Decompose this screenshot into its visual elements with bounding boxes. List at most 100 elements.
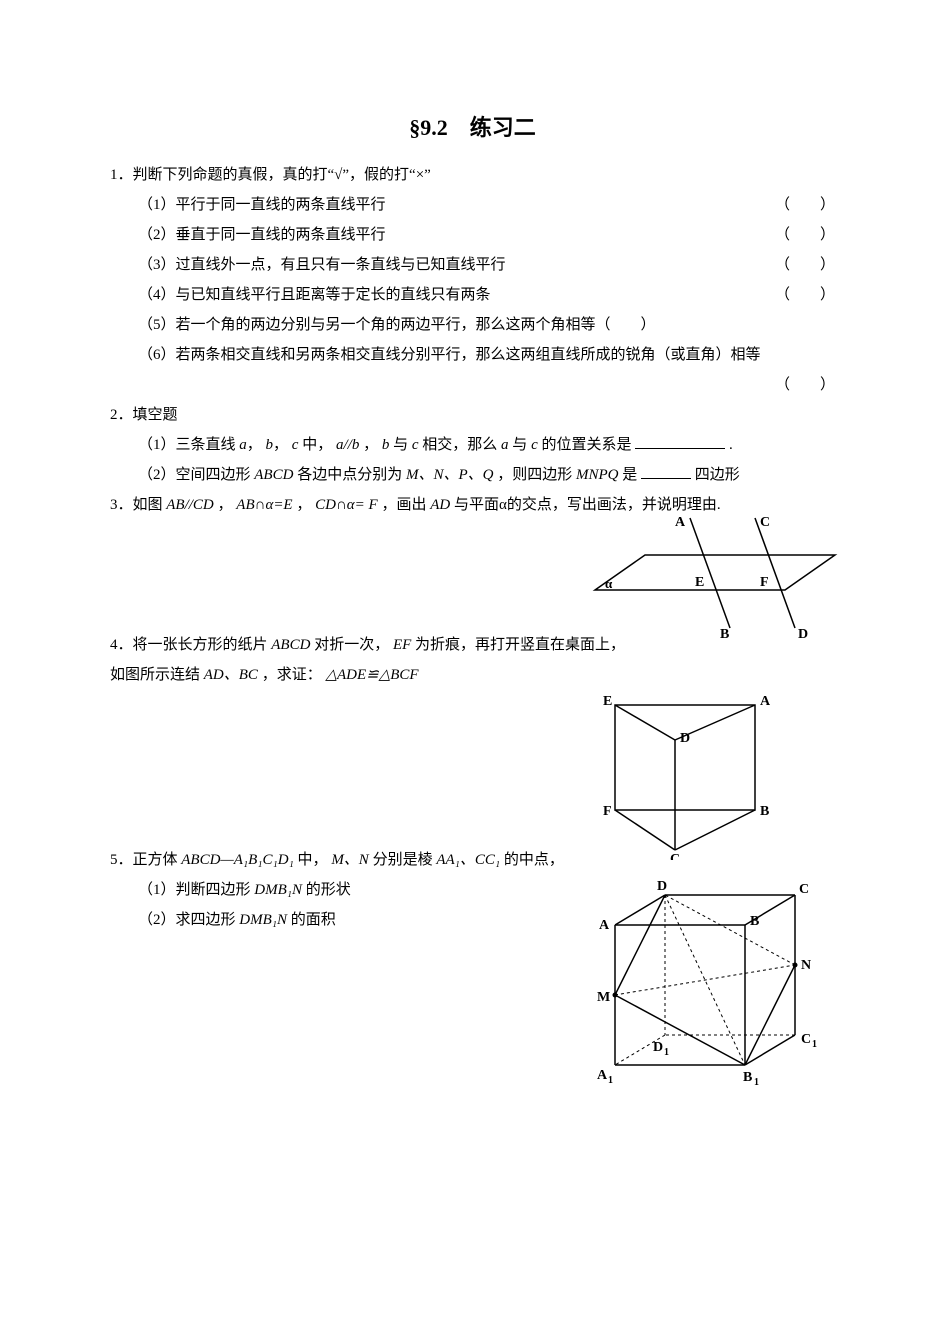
q5-stem: 5．正方体 ABCD—A₁B₁C₁D₁ 中， M、N 分别是棱 AA₁、CC₁ … xyxy=(110,845,835,875)
q1-item-4-text: （4）与已知直线平行且距离等于定长的直线只有两条 xyxy=(138,287,491,303)
label-N: N xyxy=(801,958,811,973)
ef: EF xyxy=(393,637,411,653)
text: 相交，那么 xyxy=(422,437,501,453)
label-C: C xyxy=(760,515,770,530)
q1-item-6-paren-line: 相等（ ） xyxy=(110,370,835,400)
text: 3．如图 xyxy=(110,497,166,513)
text: 4．将一张长方形的纸片 xyxy=(110,637,271,653)
text: 分别是棱 xyxy=(373,852,437,868)
q4-stem: 4．将一张长方形的纸片 ABCD 对折一次， EF 为折痕，再打开竖直在桌面上，… xyxy=(110,630,835,690)
q2-stem: 2．填空题 xyxy=(110,400,835,430)
text: ， xyxy=(363,437,378,453)
text: （1）三条直线 xyxy=(138,437,239,453)
answer-paren: （ ） xyxy=(775,370,835,400)
label-A: A xyxy=(675,515,686,530)
text: 的面积 xyxy=(291,912,336,928)
fill-blank xyxy=(641,462,691,480)
question-4: 4．将一张长方形的纸片 ABCD 对折一次， EF 为折痕，再打开竖直在桌面上，… xyxy=(110,630,835,845)
q1-stem: 1．判断下列命题的真假，真的打“√”，假的打“×” xyxy=(110,160,835,190)
label-D1-sub: 1 xyxy=(664,1047,669,1058)
text: . xyxy=(729,437,733,453)
question-2: 2．填空题 （1）三条直线 a， b， c 中， a//b ， b 与 c 相交… xyxy=(110,400,835,490)
label-D: D xyxy=(657,879,667,894)
q1-item-5: （5）若一个角的两边分别与另一个角的两边平行，那么这两个角相等（ ） xyxy=(110,310,835,340)
q1-item-3-text: （3）过直线外一点，有且只有一条直线与已知直线平行 xyxy=(138,257,506,273)
var-c: c xyxy=(292,437,299,453)
text: 中， xyxy=(302,437,332,453)
answer-paren: （ ） xyxy=(775,220,835,250)
label-D: D xyxy=(680,731,690,746)
triangles: △ADE≌△BCF xyxy=(325,667,418,683)
var-a: a xyxy=(239,437,247,453)
text: 是 xyxy=(622,467,637,483)
page: §9.2 练习二 1．判断下列命题的真假，真的打“√”，假的打“×” （1）平行… xyxy=(0,0,945,1336)
q1-item-6: （6）若两条相交直线和另两条相交直线分别平行，那么这两组直线所成的锐角（或直角）… xyxy=(110,340,835,370)
text: 5．正方体 xyxy=(110,852,181,868)
label-B: B xyxy=(750,914,759,929)
text: 各边中点分别为 xyxy=(297,467,406,483)
mnpq: MNPQ xyxy=(576,467,619,483)
label-B: B xyxy=(760,804,769,819)
q1-item-2: （2）垂直于同一直线的两条直线平行 （ ） xyxy=(110,220,835,250)
ab-par-cd: AB//CD xyxy=(166,497,214,513)
q2-item-1: （1）三条直线 a， b， c 中， a//b ， b 与 c 相交，那么 a … xyxy=(110,430,835,460)
label-B1-sub: 1 xyxy=(754,1077,759,1088)
q1-item-1-text: （1）平行于同一直线的两条直线平行 xyxy=(138,197,386,213)
question-5: 5．正方体 ABCD—A₁B₁C₁D₁ 中， M、N 分别是棱 AA₁、CC₁ … xyxy=(110,845,835,1075)
q4-svg: E A D F B C xyxy=(595,685,815,860)
label-E: E xyxy=(603,694,612,709)
text: 中， xyxy=(298,852,328,868)
abcd: ABCD xyxy=(254,467,293,483)
q5-svg: D C A B M N A 1 B 1 C 1 D 1 xyxy=(585,875,845,1105)
text: （2）求四边形 xyxy=(138,912,239,928)
q1-item-6-text: （6）若两条相交直线和另两条相交直线分别平行，那么这两组直线所成的锐角（或直角）… xyxy=(138,347,761,363)
edges: AA₁、CC₁ xyxy=(436,852,500,868)
text: ， xyxy=(218,497,233,513)
label-E: E xyxy=(695,575,704,590)
text: 四边形 xyxy=(695,467,740,483)
label-F: F xyxy=(603,804,612,819)
text: 与 xyxy=(512,437,531,453)
text: （2）空间四边形 xyxy=(138,467,254,483)
mn: M、N xyxy=(331,852,369,868)
text: 的形状 xyxy=(306,882,351,898)
text: 与 xyxy=(393,437,412,453)
label-B1: B xyxy=(743,1070,752,1085)
text: （1）判断四边形 xyxy=(138,882,254,898)
text: 的位置关系是 xyxy=(541,437,631,453)
label-M: M xyxy=(597,990,610,1005)
cube-name: ABCD—A₁B₁C₁D₁ xyxy=(181,852,294,868)
text: ，则四边形 xyxy=(497,467,576,483)
label-C: C xyxy=(799,882,809,897)
a-par-b: a//b xyxy=(336,437,359,453)
text: ， xyxy=(296,497,311,513)
q1-item-3: （3）过直线外一点，有且只有一条直线与已知直线平行 （ ） xyxy=(110,250,835,280)
var-c: c xyxy=(531,437,538,453)
question-1: 1．判断下列命题的真假，真的打“√”，假的打“×” （1）平行于同一直线的两条直… xyxy=(110,160,835,400)
var-c: c xyxy=(412,437,419,453)
text: ，求证： xyxy=(262,667,322,683)
page-title: §9.2 练习二 xyxy=(110,110,835,142)
text: ，画出 xyxy=(381,497,430,513)
abcd: ABCD xyxy=(271,637,310,653)
label-A1: A xyxy=(597,1068,608,1083)
label-alpha: α xyxy=(605,576,613,591)
var-b: b xyxy=(382,437,390,453)
label-A1-sub: 1 xyxy=(608,1075,613,1086)
cd-cap: CD∩α= F xyxy=(315,497,378,513)
label-C1: C xyxy=(801,1032,811,1047)
text: 对折一次， xyxy=(314,637,389,653)
answer-paren: （ ） xyxy=(775,250,835,280)
label-F: F xyxy=(760,575,769,590)
text: AD、BC xyxy=(204,667,258,683)
label-A: A xyxy=(760,694,771,709)
answer-paren: （ ） xyxy=(775,190,835,220)
label-D1: D xyxy=(653,1040,663,1055)
q1-item-2-text: （2）垂直于同一直线的两条直线平行 xyxy=(138,227,386,243)
dmb1n: DMB₁N xyxy=(254,882,302,898)
answer-paren: （ ） xyxy=(775,280,835,310)
var-a: a xyxy=(501,437,509,453)
text: 的中点， xyxy=(504,852,564,868)
question-3: 3．如图 AB//CD ， AB∩α=E ， CD∩α= F ，画出 AD 与平… xyxy=(110,490,835,630)
dmb1n: DMB₁N xyxy=(239,912,287,928)
